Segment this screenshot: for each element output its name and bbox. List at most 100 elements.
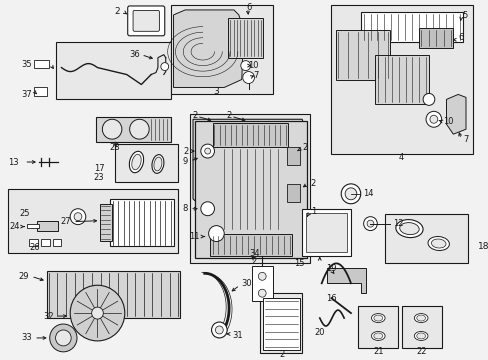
Bar (375, 55, 428, 104)
Ellipse shape (373, 315, 382, 321)
Circle shape (91, 307, 103, 319)
Bar (263, 298, 300, 350)
Bar (286, 147, 300, 165)
Bar (212, 123, 287, 147)
Text: 37: 37 (21, 90, 32, 99)
Ellipse shape (395, 220, 422, 238)
Text: 16: 16 (325, 294, 336, 303)
Circle shape (201, 202, 214, 216)
Circle shape (215, 326, 223, 334)
Bar (336, 30, 389, 80)
Text: 30: 30 (241, 279, 252, 288)
Bar (115, 144, 178, 182)
Text: 14: 14 (362, 189, 372, 198)
Circle shape (102, 119, 122, 139)
Text: 2: 2 (309, 179, 315, 188)
Ellipse shape (371, 332, 384, 341)
Bar (29, 239, 38, 247)
Bar (53, 239, 61, 247)
Bar (251, 266, 272, 301)
Ellipse shape (399, 222, 418, 235)
Text: 36: 36 (129, 50, 140, 59)
Circle shape (258, 272, 265, 280)
Text: 12: 12 (392, 219, 403, 228)
Text: 35: 35 (21, 60, 32, 69)
Text: 21: 21 (372, 347, 383, 356)
Ellipse shape (427, 237, 448, 251)
Text: 18: 18 (477, 242, 488, 251)
Text: 34: 34 (248, 249, 259, 258)
Circle shape (242, 72, 254, 84)
Polygon shape (173, 10, 243, 87)
Text: 6: 6 (457, 33, 463, 42)
Text: 29: 29 (19, 272, 29, 281)
Circle shape (366, 220, 373, 227)
Text: 4: 4 (398, 153, 404, 162)
Ellipse shape (430, 239, 445, 248)
Text: 25: 25 (20, 209, 30, 218)
Text: 1: 1 (310, 207, 316, 216)
Circle shape (345, 188, 356, 200)
Text: 2: 2 (279, 350, 284, 359)
Circle shape (425, 111, 441, 127)
Bar (100, 204, 112, 240)
Ellipse shape (373, 333, 382, 339)
Bar (360, 12, 462, 42)
Text: 7: 7 (252, 71, 258, 80)
Text: 22: 22 (415, 347, 426, 356)
Bar (195, 121, 306, 258)
Circle shape (161, 63, 168, 71)
Circle shape (204, 148, 210, 154)
Circle shape (74, 213, 81, 221)
Text: 2: 2 (226, 111, 231, 120)
Text: 2: 2 (183, 147, 188, 156)
Text: 7: 7 (462, 135, 468, 144)
Bar (8, 189, 178, 253)
Text: 17: 17 (94, 165, 104, 174)
Text: 6: 6 (245, 4, 251, 13)
Text: 32: 32 (43, 311, 54, 320)
Polygon shape (326, 268, 365, 293)
Ellipse shape (154, 157, 162, 171)
Bar (190, 114, 309, 264)
Text: 10: 10 (443, 117, 453, 126)
Text: 9: 9 (183, 157, 188, 166)
Circle shape (70, 209, 85, 225)
Circle shape (56, 330, 71, 346)
Bar (302, 209, 350, 256)
Text: 2: 2 (114, 8, 120, 17)
Text: 2: 2 (251, 257, 257, 266)
Ellipse shape (152, 155, 163, 174)
Bar (56, 42, 170, 99)
Bar (34, 60, 49, 68)
Text: 33: 33 (21, 333, 32, 342)
FancyBboxPatch shape (127, 6, 164, 36)
Text: 10: 10 (247, 61, 258, 70)
Bar (286, 184, 300, 202)
Text: 15: 15 (293, 259, 304, 268)
Text: 31: 31 (231, 332, 242, 341)
Bar (170, 5, 272, 94)
Bar (357, 306, 397, 348)
Text: 26: 26 (29, 243, 40, 252)
Circle shape (201, 144, 214, 158)
Circle shape (208, 226, 224, 242)
Text: 24: 24 (9, 222, 20, 231)
Text: 13: 13 (8, 158, 19, 167)
Text: 2: 2 (302, 143, 307, 152)
Circle shape (211, 322, 227, 338)
Ellipse shape (413, 332, 427, 341)
Ellipse shape (416, 315, 425, 321)
Text: 2: 2 (192, 111, 197, 120)
Text: 27: 27 (61, 217, 71, 226)
Circle shape (363, 217, 377, 231)
Text: 28: 28 (109, 143, 120, 152)
Polygon shape (193, 119, 306, 258)
Bar (37, 221, 59, 231)
Text: 5: 5 (461, 12, 467, 21)
Circle shape (70, 285, 124, 341)
Circle shape (50, 324, 77, 352)
FancyBboxPatch shape (133, 10, 159, 31)
Ellipse shape (132, 154, 141, 170)
Circle shape (429, 115, 437, 123)
